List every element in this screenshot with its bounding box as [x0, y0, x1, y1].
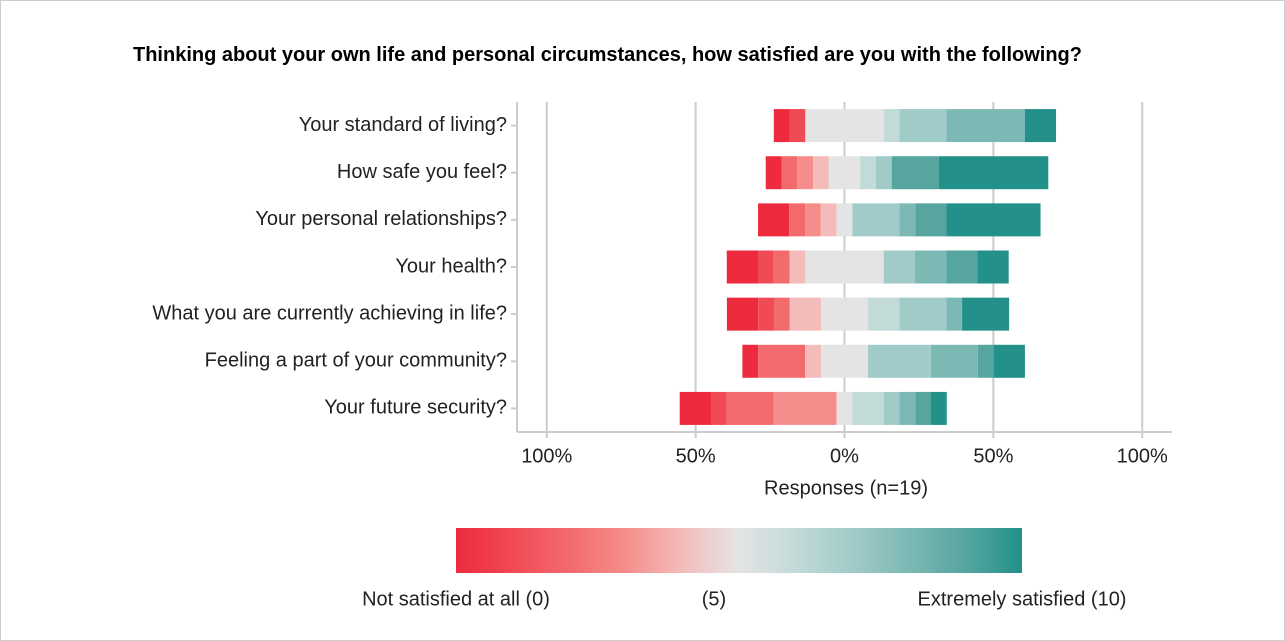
bar-segment: [915, 391, 931, 425]
y-tick-label: How safe you feel?: [337, 161, 507, 183]
bar-segment: [726, 297, 759, 331]
bar-segment: [899, 203, 916, 237]
bar-segment: [938, 156, 1049, 190]
bar-segment: [852, 391, 884, 425]
y-tick-label: What you are currently achieving in life…: [152, 302, 507, 324]
bar-segment: [758, 297, 774, 331]
bar-segment: [914, 250, 947, 284]
bar-segment: [773, 109, 790, 143]
bar-segment: [875, 156, 892, 190]
bar-segment: [710, 391, 727, 425]
legend-label: Not satisfied at all (0): [362, 588, 550, 610]
y-tick-label: Your health?: [395, 255, 507, 277]
bar-segment: [726, 391, 774, 425]
bar-segment: [820, 203, 837, 237]
bar-segment: [820, 344, 869, 378]
legend-label: (5): [702, 588, 726, 610]
bar-segment: [773, 250, 790, 284]
x-axis-label: Responses (n=19): [764, 477, 928, 499]
bar-segment: [883, 391, 900, 425]
bar-segment: [930, 344, 978, 378]
chart-title: Thinking about your own life and persona…: [132, 44, 1082, 66]
bar-segment: [977, 250, 1009, 284]
bar-segment: [805, 344, 821, 378]
bar-segment: [820, 297, 869, 331]
legend-colorbar: [456, 528, 1022, 573]
bar-segment: [805, 109, 884, 143]
bar-segment: [805, 250, 884, 284]
bar-segment: [805, 203, 821, 237]
legend-label: Extremely satisfied (10): [918, 588, 1127, 610]
x-tick-label: 100%: [521, 445, 572, 467]
x-tick-label: 0%: [830, 445, 859, 467]
bar-segment: [726, 250, 759, 284]
bar-segment: [758, 250, 774, 284]
bar-segment: [781, 156, 798, 190]
bar-segment: [868, 344, 931, 378]
bar-segment: [679, 391, 711, 425]
y-tick-label: Your future security?: [324, 397, 507, 419]
bar-segment: [742, 344, 759, 378]
bar-segment: [883, 109, 900, 143]
bar-segment: [773, 391, 837, 425]
bar-segment: [789, 297, 821, 331]
bar-segment: [946, 297, 963, 331]
y-tick-label: Feeling a part of your community?: [205, 350, 507, 372]
bar-segment: [789, 109, 806, 143]
bar-segment: [797, 156, 814, 190]
x-tick-label: 50%: [676, 445, 716, 467]
x-tick-label: 50%: [973, 445, 1013, 467]
bar-segment: [758, 344, 806, 378]
bar-segment: [828, 156, 861, 190]
bar-segment: [883, 250, 915, 284]
bar-segment: [899, 391, 916, 425]
y-tick-label: Your personal relationships?: [255, 208, 507, 230]
bar-segment: [836, 203, 853, 237]
bar-segment: [789, 203, 806, 237]
bar-segment: [860, 156, 876, 190]
bar-segment: [789, 250, 806, 284]
bar-segment: [836, 391, 853, 425]
bar-segment: [946, 250, 978, 284]
bar-segment: [891, 156, 939, 190]
bar-segment: [962, 297, 1010, 331]
bar-segment: [868, 297, 900, 331]
bar-segment: [852, 203, 900, 237]
bar-segment: [899, 109, 947, 143]
bar-segment: [813, 156, 829, 190]
y-tick-label: Your standard of living?: [299, 114, 507, 136]
bar-segment: [977, 344, 994, 378]
bar-segment: [930, 391, 947, 425]
bar-segment: [758, 203, 790, 237]
x-tick-label: 100%: [1117, 445, 1168, 467]
bar-segment: [946, 109, 1025, 143]
bar-segment: [993, 344, 1025, 378]
bar-segment: [765, 156, 782, 190]
bar-segment: [773, 297, 790, 331]
bar-segment: [899, 297, 947, 331]
bar-segment: [915, 203, 947, 237]
bar-segment: [946, 203, 1041, 237]
bar-segment: [1024, 109, 1057, 143]
